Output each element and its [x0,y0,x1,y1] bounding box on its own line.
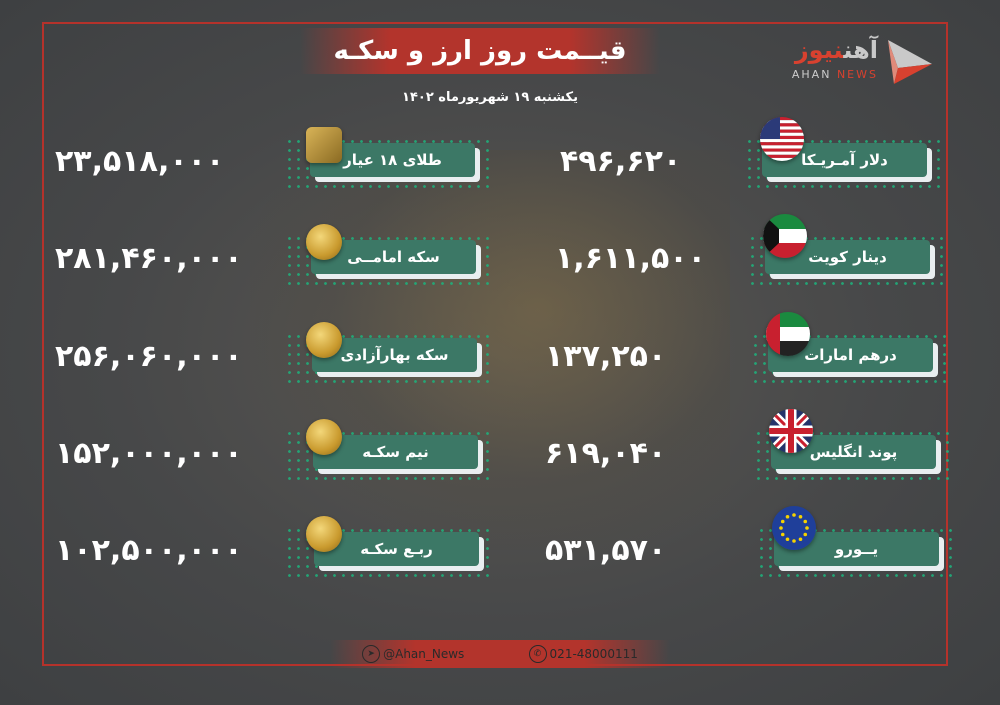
coin-name: ربـع سکـه [360,540,433,558]
phone-link[interactable]: ✆ 021-48000111 [528,645,638,663]
uae-flag-icon [766,312,810,356]
currency-price: ۱۳۷,۲۵۰ [545,339,667,374]
currency-name: دلار آمـریـکا [801,151,888,169]
coin-label: سکه امامــی [311,240,476,274]
currency-name: پوند انگلیس [809,443,898,461]
coin-name: سکه بهارآزادی [340,346,449,364]
coin-name: طلای ۱۸ عیار [343,151,442,169]
coin-icon [306,322,342,358]
currency-name: درهم امارات [804,346,897,364]
title-banner: قیــمت روز ارز و سکـه [300,28,660,74]
logo-fa-red: نیوز [794,36,844,64]
eu-flag-icon [772,506,816,550]
us-flag-icon [760,117,804,161]
coin-icon [306,516,342,552]
currency-label: یــورو [774,532,939,566]
phone-number: 021-48000111 [549,647,638,661]
ahan-news-logo: آهننیوز AHAN NEWS [780,36,940,86]
currency-name: یــورو [834,540,879,558]
logo-en-red: NEWS [836,68,878,81]
currency-price: ۶۱۹,۰۴۰ [545,436,667,471]
coin-label: سکه بهارآزادی [312,338,477,372]
telegram-link[interactable]: ➤ @Ahan_News [362,645,464,663]
coin-icon [306,419,342,455]
date-text: یکشنبه ۱۹ شهریورماه ۱۴۰۲ [402,90,578,105]
currency-name: دینار کویت [808,248,887,266]
coin-price: ۲۳,۵۱۸,۰۰۰ [55,144,225,179]
page-title: قیــمت روز ارز و سکـه [333,36,627,66]
paper-plane-icon [888,40,932,84]
telegram-icon: ➤ [362,645,381,663]
logo-fa-gray: آهن [843,36,878,64]
coin-price: ۱۵۲,۰۰۰,۰۰۰ [55,436,243,471]
telegram-handle: @Ahan_News [383,647,465,661]
kuwait-flag-icon [763,214,807,258]
currency-price: ۱,۶۱۱,۵۰۰ [555,241,706,276]
currency-price: ۵۳۱,۵۷۰ [545,533,667,568]
phone-icon: ✆ [528,645,547,663]
logo-en-gray: AHAN [791,68,832,81]
coin-price: ۱۰۲,۵۰۰,۰۰۰ [55,533,243,568]
coin-price: ۲۸۱,۴۶۰,۰۰۰ [55,241,243,276]
emami-coin-icon [306,224,342,260]
footer-bar: ➤ @Ahan_News ✆ 021-48000111 [330,640,670,668]
currency-price: ۴۹۶,۶۲۰ [560,144,682,179]
uk-flag-icon [769,409,813,453]
coin-name: سکه امامــی [347,248,440,266]
coin-name: نیم سکـه [362,443,429,461]
gold-bar-icon [306,127,342,163]
coin-price: ۲۵۶,۰۶۰,۰۰۰ [55,339,243,374]
